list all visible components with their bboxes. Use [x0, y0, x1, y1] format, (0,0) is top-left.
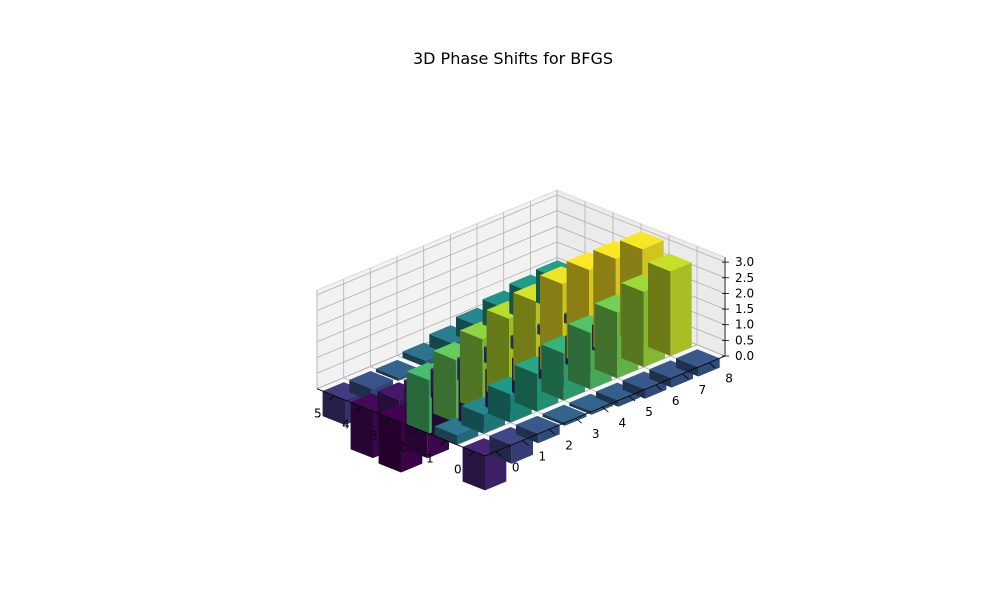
x-tick-label: 4	[342, 418, 350, 432]
x-axis-line	[316, 388, 486, 457]
y-tick-mark	[602, 406, 609, 413]
bar-face-side	[459, 330, 483, 412]
bar-face-side	[622, 380, 645, 399]
z-tick-label: 2.0	[735, 286, 754, 300]
bar-face-front	[565, 413, 587, 426]
y-tick-mark	[708, 362, 716, 368]
bar-face-side	[621, 282, 644, 367]
z-tick-label: 1.5	[735, 302, 754, 316]
bar-face-front	[671, 369, 693, 388]
y-tick-label: 4	[619, 416, 627, 430]
z-tick-label: 1.0	[735, 318, 754, 332]
x-tick-mark	[468, 451, 475, 457]
bar	[648, 253, 692, 356]
bar-face-top	[620, 231, 664, 250]
bar-face-side	[594, 303, 617, 379]
y-tick-mark	[495, 451, 502, 457]
bar-face-front	[591, 402, 613, 415]
chart-title: 3D Phase Shifts for BFGS	[413, 49, 613, 68]
y-tick-label: 7	[699, 383, 707, 397]
x-tick-mark	[412, 428, 419, 435]
bar-face-side	[514, 364, 537, 412]
bar-face-top	[648, 253, 692, 272]
tick-labels: 0 1 2 3 4 5 0 1 2 3 4 5 6 7 80.0 0.51.0 1.5 2.02.5 3.0	[314, 255, 754, 476]
x-tick-label: 5	[314, 407, 322, 421]
bar-face-side	[375, 368, 399, 381]
y-tick-mark	[655, 384, 662, 391]
bar-face-side	[515, 424, 539, 444]
x-tick-mark	[328, 395, 335, 401]
bar-face-side	[350, 402, 373, 459]
bar-face-top	[434, 417, 479, 436]
z-tick-label: 0.0	[735, 349, 754, 363]
bar-face-side	[406, 371, 429, 434]
bar-face-side	[486, 309, 509, 401]
y-tick-label: 6	[672, 394, 680, 408]
y-tick-mark	[575, 417, 582, 424]
y-tick-mark	[522, 440, 529, 446]
y-axis-line	[484, 355, 726, 457]
bar-face-side	[434, 426, 457, 445]
bar-face-front	[670, 262, 692, 356]
y-tick-label: 2	[565, 438, 573, 452]
z-tick-label: 0.5	[735, 333, 754, 347]
y-tick-mark	[628, 395, 636, 402]
bar-face-front	[618, 391, 640, 407]
x-tick-label: 3	[370, 429, 378, 443]
bar-face-side	[487, 385, 511, 423]
z-tick-label: 2.5	[735, 271, 754, 285]
y-tick-mark	[548, 429, 556, 435]
bar-face-side	[542, 413, 565, 426]
bar-face-side	[648, 262, 671, 356]
x-tick-mark	[440, 440, 447, 446]
y-tick-label: 3	[592, 427, 600, 441]
bar	[434, 417, 479, 445]
x-tick-label: 1	[426, 451, 434, 465]
bar-face-side	[569, 402, 592, 415]
bars-group	[322, 231, 720, 491]
bar-face-front	[457, 426, 479, 445]
bar-face-front	[538, 424, 560, 444]
x-tick-label: 2	[398, 440, 406, 454]
bar-face-front	[698, 358, 720, 377]
bar-face-side	[568, 323, 591, 390]
axis-lines	[316, 257, 726, 457]
y-tick-label: 8	[725, 372, 733, 386]
bar-face-side	[676, 358, 699, 377]
bar-face-front	[645, 380, 667, 399]
x-tick-mark	[356, 406, 363, 413]
bar-face-top	[349, 371, 393, 389]
bar-face-side	[402, 351, 425, 367]
y-tick-label: 0	[512, 461, 520, 475]
z-tick-label: 3.0	[735, 255, 754, 269]
bar-face-side	[322, 391, 345, 425]
bar-face-top	[322, 382, 367, 400]
x-tick-label: 0	[454, 463, 462, 477]
y-tick-label: 1	[539, 449, 547, 463]
bar-face-side	[378, 413, 401, 473]
y-tick-mark	[682, 373, 689, 380]
bar-face-side	[462, 447, 485, 491]
bar-face-side	[541, 344, 564, 401]
y-tick-label: 5	[645, 405, 653, 419]
bar-face-side	[461, 405, 484, 434]
bar-face-side	[649, 369, 672, 388]
x-tick-mark	[384, 417, 391, 424]
bar-face-side	[433, 350, 456, 423]
